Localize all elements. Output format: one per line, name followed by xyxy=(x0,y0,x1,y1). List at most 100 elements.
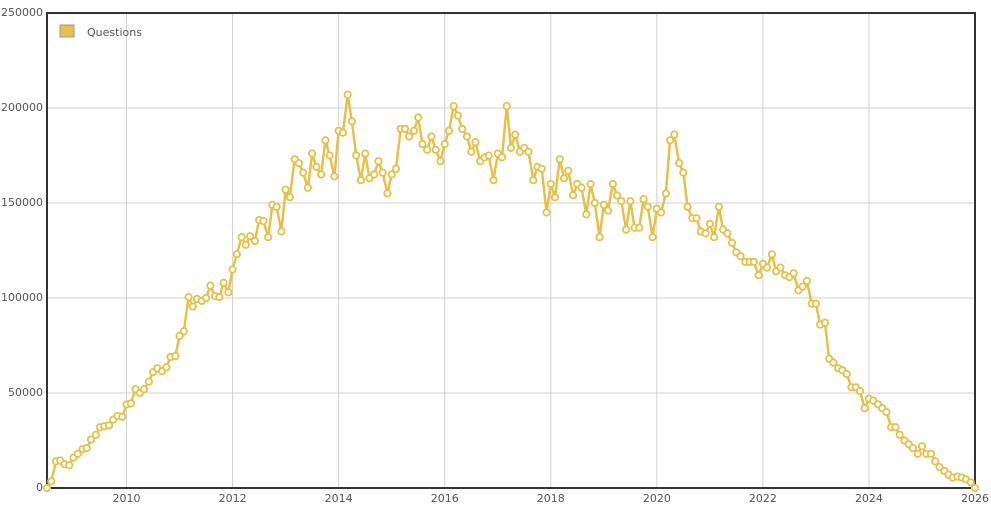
data-point xyxy=(179,327,188,336)
data-point xyxy=(550,193,560,202)
x-tick-label: 2012 xyxy=(219,492,247,505)
data-point xyxy=(91,430,100,439)
data-point xyxy=(467,147,476,156)
data-point xyxy=(776,263,785,272)
data-point xyxy=(409,126,419,135)
data-point xyxy=(595,233,604,242)
data-point xyxy=(175,331,184,341)
data-point xyxy=(383,189,392,198)
data-point xyxy=(555,155,564,164)
data-point xyxy=(228,265,237,274)
data-point xyxy=(449,102,458,111)
data-point xyxy=(281,185,290,194)
data-point xyxy=(621,225,631,234)
data-point xyxy=(559,174,569,183)
data-point xyxy=(82,443,91,453)
y-tick-label: 50000 xyxy=(8,386,43,399)
data-point xyxy=(882,407,891,417)
data-point xyxy=(387,170,396,179)
data-point xyxy=(453,111,463,120)
data-point xyxy=(423,145,432,154)
data-point xyxy=(352,151,361,160)
data-point xyxy=(931,457,940,466)
data-point xyxy=(303,183,313,192)
data-point xyxy=(966,478,975,487)
data-point xyxy=(224,288,233,297)
y-tick-label: 0 xyxy=(36,481,43,494)
data-point xyxy=(749,257,758,266)
data-point xyxy=(308,149,317,158)
data-point xyxy=(855,386,865,396)
data-point xyxy=(564,166,573,175)
data-point xyxy=(370,170,379,179)
data-point xyxy=(599,200,608,209)
series-line xyxy=(45,93,977,489)
data-point xyxy=(820,318,830,327)
data-point xyxy=(692,214,701,223)
data-point xyxy=(405,132,414,141)
data-point xyxy=(126,399,135,408)
data-point xyxy=(635,223,644,232)
data-point xyxy=(675,159,684,168)
data-point xyxy=(184,292,193,302)
x-tick-label: 2016 xyxy=(431,492,459,505)
data-point xyxy=(908,443,918,453)
data-point xyxy=(237,233,246,242)
data-point xyxy=(188,302,197,311)
data-point xyxy=(811,299,821,308)
x-tick-label: 2018 xyxy=(537,492,565,505)
data-point xyxy=(709,233,719,242)
data-point xyxy=(542,208,551,217)
data-point xyxy=(603,206,613,215)
data-point xyxy=(529,176,538,185)
data-point xyxy=(701,229,710,238)
data-point xyxy=(232,250,241,259)
data-point xyxy=(590,198,599,208)
data-point xyxy=(670,130,679,139)
x-tick-label: 2024 xyxy=(855,492,883,505)
data-point xyxy=(767,250,777,259)
data-point xyxy=(144,377,153,386)
data-point xyxy=(842,369,851,379)
data-point xyxy=(829,358,838,367)
legend-label: Questions xyxy=(87,26,142,39)
data-point xyxy=(537,164,546,173)
data-point xyxy=(705,219,714,228)
plot-frame xyxy=(46,12,976,489)
data-point xyxy=(294,159,303,168)
data-point xyxy=(656,208,666,217)
data-point xyxy=(201,293,211,303)
data-point xyxy=(462,132,472,141)
data-point xyxy=(241,240,250,249)
data-point xyxy=(317,170,326,179)
data-point xyxy=(568,191,578,200)
data-point xyxy=(65,461,74,470)
data-point xyxy=(582,210,591,219)
data-point xyxy=(277,227,286,236)
data-point xyxy=(431,145,440,154)
data-point xyxy=(798,282,807,291)
data-point xyxy=(285,193,294,202)
data-point xyxy=(325,151,334,160)
data-point xyxy=(639,195,648,204)
data-point xyxy=(361,149,370,158)
data-point xyxy=(312,162,321,171)
data-point xyxy=(250,236,259,246)
data-point xyxy=(259,216,268,226)
x-tick-label: 2020 xyxy=(643,492,671,505)
data-point xyxy=(489,176,498,185)
data-point xyxy=(86,435,96,444)
data-point xyxy=(444,126,454,135)
data-point xyxy=(612,191,622,200)
y-tick-label: 100000 xyxy=(1,291,43,304)
x-tick-label: 2022 xyxy=(749,492,777,505)
data-point xyxy=(789,269,798,278)
data-point xyxy=(723,229,732,238)
data-point xyxy=(648,233,657,242)
data-point xyxy=(714,202,723,211)
x-tick-label: 2026 xyxy=(961,492,989,505)
data-point xyxy=(860,404,869,413)
data-point xyxy=(73,449,82,458)
data-point xyxy=(511,130,520,139)
data-point xyxy=(484,151,493,160)
